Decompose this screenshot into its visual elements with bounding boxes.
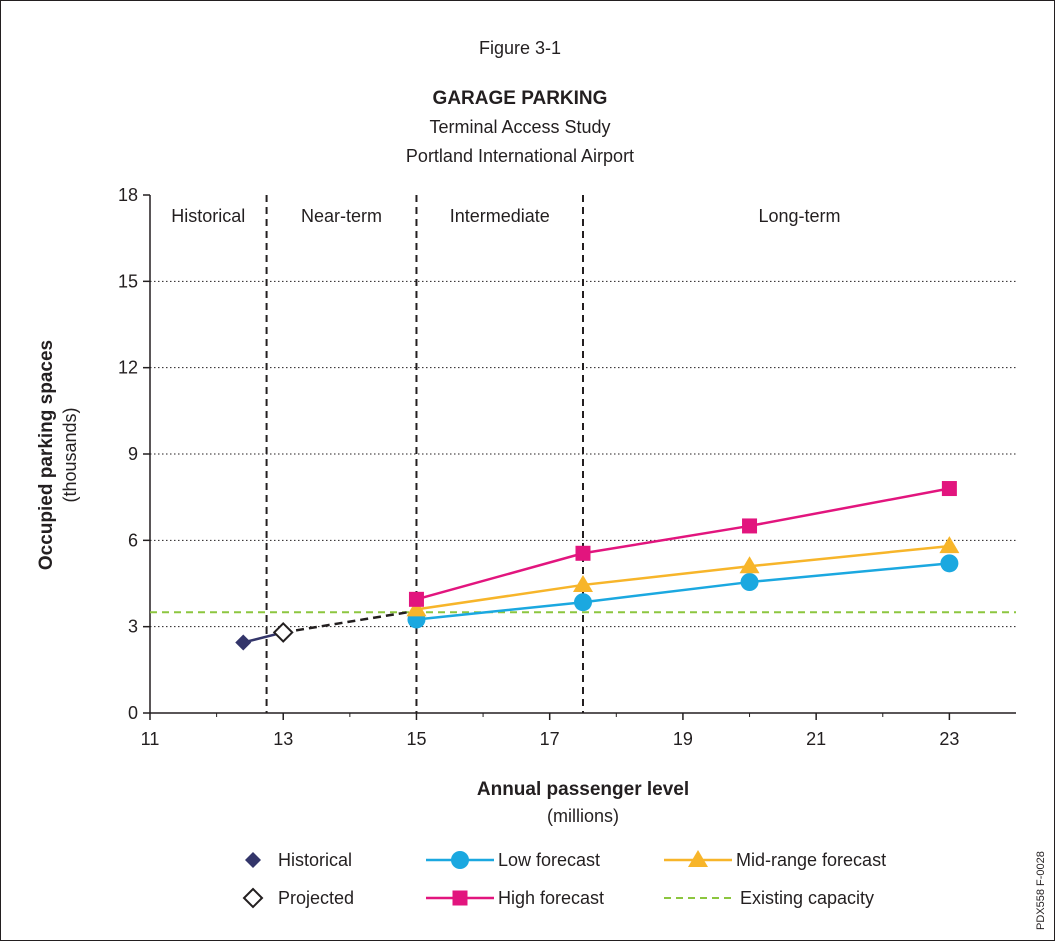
x-tick-label-19: 19 — [673, 729, 693, 749]
axes: 0 3 6 9 12 15 18 11 13 15 17 19 21 23 — [118, 185, 1016, 749]
y-tick-label-3: 3 — [128, 617, 138, 637]
legend: Historical Projected Low forecast High fore… — [242, 850, 886, 909]
figure-number: Figure 3-1 — [479, 38, 561, 58]
period-dividers: Historical Near-term Intermediate Long-term — [171, 195, 841, 713]
x-tick-label-15: 15 — [406, 729, 426, 749]
point-low-1 — [574, 593, 592, 612]
point-mid-2 — [739, 556, 760, 574]
point-low-2 — [740, 573, 759, 592]
data-series — [150, 481, 1016, 651]
figure-code: PDX558 F-0028 — [1035, 851, 1047, 930]
legend-marker-projected — [242, 887, 264, 909]
legend-marker-mid-range-forecast — [688, 850, 708, 867]
y-tick-label-18: 18 — [118, 185, 138, 205]
point-mid-0 — [406, 599, 427, 617]
point-high-3 — [941, 481, 957, 497]
point-projected-0 — [272, 622, 294, 643]
legend-label-mid-range-forecast: Mid-range forecast — [736, 850, 886, 870]
chart-title: GARAGE PARKING — [433, 88, 608, 109]
x-tick-label-11: 11 — [141, 729, 160, 749]
y-tick-label-0: 0 — [128, 703, 138, 723]
y-tick-label-6: 6 — [128, 530, 138, 550]
x-tick-label-13: 13 — [273, 729, 293, 749]
legend-marker-high-forecast — [452, 890, 468, 906]
legend-marker-low-forecast — [451, 851, 469, 869]
period-label-historical: Historical — [171, 206, 245, 226]
x-axis-label: Annual passenger level — [477, 779, 689, 800]
point-high-2 — [742, 518, 758, 534]
series-line-mid — [416, 544, 950, 611]
point-mid-1 — [573, 574, 593, 592]
point-high-0 — [408, 591, 424, 607]
x-tick-label-23: 23 — [939, 729, 959, 749]
legend-label-high-forecast: High forecast — [498, 888, 604, 908]
x-axis-unit: (millions) — [547, 806, 619, 826]
y-axis-label: Occupied parking spaces — [36, 340, 57, 570]
point-mid-3 — [939, 536, 960, 554]
point-high-1 — [575, 545, 591, 561]
y-axis-unit: (thousands) — [60, 407, 80, 502]
legend-marker-historical — [245, 852, 261, 868]
point-historical-0 — [235, 634, 252, 651]
legend-label-projected: Projected — [278, 888, 354, 908]
x-tick-label-17: 17 — [540, 729, 560, 749]
chart-subtitle-2: Portland International Airport — [406, 146, 634, 166]
point-low-3 — [940, 554, 959, 573]
y-tick-label-15: 15 — [118, 271, 138, 291]
chart-subtitle-1: Terminal Access Study — [429, 117, 610, 137]
projection-dashed-line — [283, 609, 417, 634]
period-label-intermediate: Intermediate — [450, 206, 550, 226]
series-line-high — [416, 487, 950, 601]
legend-label-historical: Historical — [278, 850, 352, 870]
period-label-long-term: Long-term — [758, 206, 840, 226]
y-tick-label-9: 9 — [128, 444, 138, 464]
period-label-near-term: Near-term — [301, 206, 382, 226]
series-line-low — [416, 562, 950, 621]
y-tick-label-12: 12 — [118, 358, 138, 378]
x-tick-label-21: 21 — [806, 729, 826, 749]
legend-label-existing-capacity: Existing capacity — [740, 888, 874, 908]
legend-label-low-forecast: Low forecast — [498, 850, 600, 870]
